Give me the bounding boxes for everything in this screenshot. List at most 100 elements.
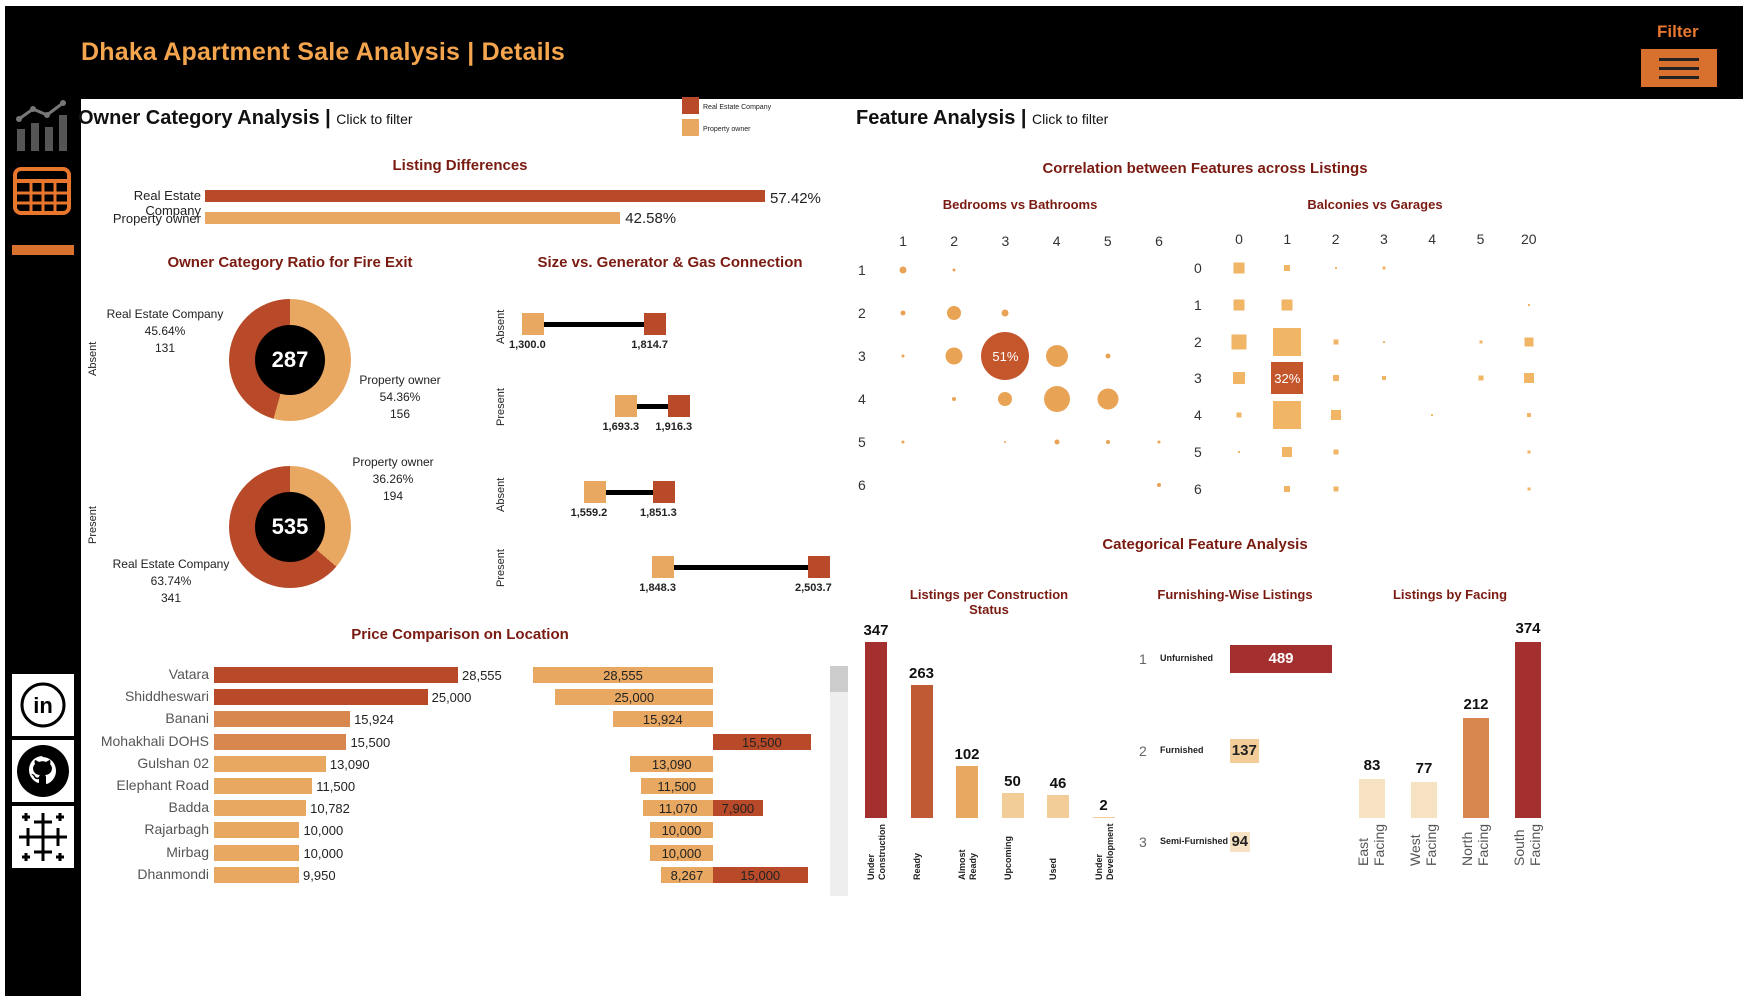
bubble-point[interactable] [952, 397, 957, 401]
price-total-bar[interactable] [214, 733, 347, 750]
price-total-bar[interactable] [214, 711, 351, 728]
square-point[interactable] [1282, 447, 1293, 457]
price-owner-bar[interactable] [660, 866, 713, 883]
square-point[interactable] [1333, 339, 1339, 345]
square-point[interactable] [1284, 485, 1291, 492]
square-point[interactable]: 32% [1271, 362, 1304, 395]
price-total-bar[interactable] [214, 822, 300, 839]
bubble-point[interactable] [1054, 439, 1060, 445]
price-owner-bar[interactable] [533, 667, 713, 683]
dumbbell-owner-mark[interactable] [522, 313, 544, 335]
construction-bar[interactable] [956, 766, 978, 818]
price-total-bar[interactable] [214, 844, 300, 861]
bubble-point[interactable] [952, 268, 956, 272]
legend-label-owner[interactable]: Property owner [703, 126, 751, 133]
legend-swatch-company[interactable] [682, 97, 699, 114]
square-point[interactable] [1236, 412, 1242, 418]
linkedin-icon[interactable]: in [12, 674, 74, 736]
filter-menu-button[interactable] [1641, 49, 1717, 87]
square-point[interactable] [1333, 449, 1339, 455]
square-point[interactable] [1382, 340, 1385, 343]
bubble-point[interactable] [899, 266, 907, 274]
facing-bar[interactable] [1411, 781, 1437, 818]
square-point[interactable] [1273, 327, 1302, 356]
square-point[interactable] [1333, 486, 1339, 492]
construction-bar[interactable] [1047, 794, 1069, 818]
bubble-point[interactable] [1045, 345, 1068, 367]
square-point[interactable] [1238, 451, 1240, 453]
bubble-point[interactable] [901, 440, 905, 444]
square-point[interactable] [1381, 376, 1386, 381]
square-point[interactable] [1231, 334, 1247, 350]
construction-bar[interactable] [910, 684, 933, 818]
bubble-point[interactable] [947, 306, 962, 320]
construction-bar[interactable] [865, 642, 887, 818]
dumbbell-owner-mark[interactable] [583, 481, 606, 503]
square-point[interactable] [1527, 303, 1530, 306]
bubble-point[interactable] [1105, 353, 1111, 359]
facing-bar[interactable] [1463, 718, 1489, 818]
price-owner-bar[interactable] [643, 800, 713, 817]
square-point[interactable] [1523, 373, 1534, 384]
bubble-point[interactable] [901, 354, 905, 358]
details-table-icon[interactable] [11, 163, 73, 225]
bubble-point[interactable] [1043, 386, 1070, 412]
price-owner-bar[interactable] [640, 778, 713, 794]
square-point[interactable] [1524, 337, 1534, 347]
square-point[interactable] [1233, 372, 1245, 385]
bubble-point[interactable] [1004, 441, 1007, 443]
square-point[interactable] [1382, 266, 1386, 270]
price-company-bar[interactable] [713, 866, 808, 883]
bubble-point[interactable] [1105, 440, 1110, 444]
square-point[interactable] [1479, 340, 1482, 344]
square-point[interactable] [1233, 299, 1245, 311]
construction-bar[interactable] [1092, 816, 1115, 818]
price-owner-bar[interactable] [649, 844, 713, 861]
legend-swatch-owner[interactable] [682, 119, 699, 136]
dumbbell-owner-mark[interactable] [615, 395, 638, 417]
square-point[interactable] [1284, 265, 1291, 271]
price-total-bar[interactable] [214, 755, 326, 772]
listing-diff-bar-owner[interactable] [205, 212, 621, 224]
square-point[interactable] [1478, 375, 1483, 381]
square-point[interactable] [1332, 375, 1339, 382]
square-point[interactable] [1281, 299, 1293, 311]
dumbbell-company-mark[interactable] [668, 395, 691, 417]
dumbbell-company-mark[interactable] [644, 313, 667, 335]
price-total-bar[interactable] [214, 667, 458, 683]
square-point[interactable] [1526, 413, 1531, 418]
price-owner-bar[interactable] [630, 755, 713, 772]
legend-label-company[interactable]: Real Estate Company [703, 104, 772, 111]
price-owner-bar[interactable] [649, 822, 713, 839]
furnishing-bar[interactable] [1230, 739, 1259, 763]
square-point[interactable] [1273, 401, 1302, 430]
dumbbell-company-mark[interactable] [808, 556, 830, 578]
square-point[interactable] [1527, 487, 1531, 491]
square-point[interactable] [1233, 262, 1245, 274]
dumbbell-owner-mark[interactable] [652, 556, 675, 578]
facing-bar[interactable] [1515, 642, 1541, 818]
bubble-point[interactable]: 51% [981, 332, 1030, 380]
bubble-point[interactable] [1157, 483, 1161, 487]
scrollbar-thumb[interactable] [830, 666, 848, 692]
listing-diff-bar-company[interactable] [205, 190, 765, 202]
bubble-point[interactable] [1097, 388, 1119, 410]
construction-bar[interactable] [1001, 792, 1024, 818]
tableau-icon[interactable] [12, 806, 74, 868]
price-owner-bar[interactable] [555, 689, 713, 706]
price-total-bar[interactable] [214, 689, 428, 706]
price-chart-scrollbar[interactable] [830, 666, 848, 896]
furnishing-bar[interactable] [1230, 645, 1332, 673]
facing-bar[interactable] [1359, 778, 1385, 818]
bubble-point[interactable] [900, 310, 906, 316]
bubble-point[interactable] [1157, 440, 1161, 444]
price-company-bar[interactable] [713, 800, 763, 817]
dumbbell-company-mark[interactable] [652, 481, 675, 503]
square-point[interactable] [1334, 267, 1337, 269]
overview-dashboard-icon[interactable] [11, 99, 73, 161]
price-company-bar[interactable] [713, 733, 811, 750]
square-point[interactable] [1527, 450, 1531, 454]
price-total-bar[interactable] [214, 866, 300, 883]
price-total-bar[interactable] [214, 800, 307, 817]
price-owner-bar[interactable] [612, 711, 713, 728]
